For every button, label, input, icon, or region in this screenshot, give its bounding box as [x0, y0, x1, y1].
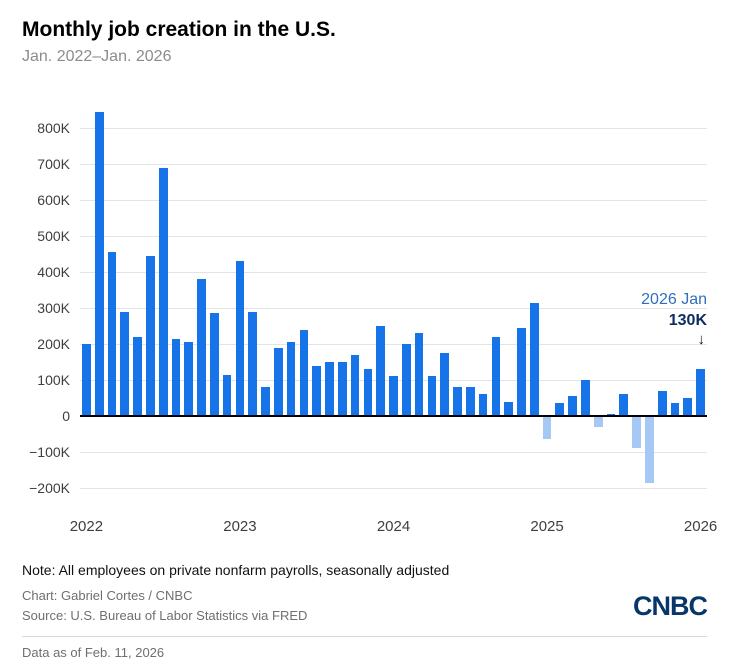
y-tick-label: 500K: [37, 228, 70, 244]
y-tick-label: 300K: [37, 300, 70, 316]
bar-jul-2025: [619, 394, 629, 416]
bar-jan-2023: [235, 261, 245, 416]
bar-apr-2023: [273, 347, 283, 416]
y-tick-label: 600K: [37, 192, 70, 208]
credits: Chart: Gabriel Cortes / CNBC Source: U.S…: [22, 586, 307, 626]
bar-jun-2024: [453, 387, 462, 416]
bar-mar-2023: [261, 387, 270, 416]
note-text: Note: All employees on private nonfarm p…: [22, 562, 450, 578]
bar-oct-2022: [197, 279, 206, 416]
source-credit: Source: U.S. Bureau of Labor Statistics …: [22, 608, 308, 623]
x-tick-label: 2022: [69, 518, 104, 535]
bar-feb-2025: [555, 403, 565, 416]
bar-aug-2022: [171, 338, 181, 416]
y-axis-labels: 800K 700K 600K 500K 400K 300K 200K 100K 0 −100K −2…: [22, 92, 70, 506]
gridline: [80, 200, 707, 201]
y-tick-label: 700K: [37, 156, 70, 172]
bar-oct-2025: [657, 390, 667, 416]
bar-feb-2023: [248, 311, 258, 416]
bar-feb-2022: [94, 111, 104, 416]
bar-dec-2022: [222, 374, 232, 416]
chart-subtitle: Jan. 2022–Jan. 2026: [22, 48, 172, 65]
bar-oct-2023: [350, 354, 360, 416]
annotation-value: 130K: [668, 312, 707, 330]
bar-sep-2022: [184, 342, 194, 416]
footer-divider: [22, 636, 707, 637]
bar-jan-2022: [82, 344, 91, 416]
gridline: [80, 452, 707, 453]
y-tick-label: 400K: [37, 264, 70, 280]
chart-credit: Chart: Gabriel Cortes / CNBC: [22, 588, 193, 603]
gridline: [80, 236, 707, 237]
bar-sep-2024: [491, 336, 501, 416]
x-tick-label: 2026: [683, 518, 718, 535]
bar-aug-2024: [478, 394, 488, 416]
cnbc-logo: CNBC: [633, 590, 708, 621]
bar-apr-2024: [427, 376, 437, 416]
gridline: [80, 128, 707, 129]
y-tick-label: 100K: [37, 372, 70, 388]
bar-aug-2023: [325, 362, 334, 416]
bar-nov-2022: [210, 313, 219, 416]
x-tick-label: 2025: [530, 518, 564, 535]
page-title: Monthly job creation in the U.S.: [22, 18, 336, 41]
bar-may-2022: [133, 336, 142, 416]
bar-jul-2023: [312, 365, 322, 416]
y-tick-label: −100K: [29, 444, 70, 460]
y-tick-label: 800K: [37, 120, 70, 136]
gridline: [80, 488, 707, 489]
bar-aug-2025: [632, 416, 641, 449]
bar-nov-2024: [517, 327, 526, 416]
bar-jun-2023: [299, 329, 309, 416]
bar-jul-2024: [465, 387, 475, 416]
bar-jun-2022: [146, 255, 155, 416]
bar-sep-2025: [645, 416, 654, 483]
bar-sep-2023: [337, 362, 347, 416]
bar-apr-2022: [120, 311, 130, 416]
x-tick-label: 2024: [376, 518, 411, 535]
bar-may-2024: [440, 353, 450, 416]
bar-dec-2024: [529, 302, 539, 416]
plot-area: 2026 Jan 130K ↓ 2022 2023 2024 2025 2026: [70, 92, 717, 535]
gridline: [80, 344, 707, 345]
zero-baseline: [80, 415, 707, 417]
bar-oct-2024: [504, 401, 513, 416]
footer-row: Chart: Gabriel Cortes / CNBC Source: U.S…: [22, 586, 708, 626]
bar-apr-2025: [581, 380, 590, 416]
bar-jan-2026: [696, 369, 705, 416]
bar-nov-2023: [363, 369, 373, 416]
bar-jul-2022: [158, 167, 168, 416]
bar-chart: 800K 700K 600K 500K 400K 300K 200K 100K 0 −100K −2…: [22, 92, 717, 544]
bar-nov-2025: [670, 403, 680, 416]
x-tick-label: 2023: [223, 518, 257, 535]
bar-mar-2025: [568, 396, 577, 416]
bar-dec-2023: [376, 326, 386, 416]
gridline: [80, 164, 707, 165]
last-point-annotation: 2026 Jan 130K ↓: [641, 289, 707, 349]
y-tick-label: 200K: [37, 336, 70, 352]
gridline: [80, 272, 707, 273]
gridline: [80, 308, 707, 309]
bar-may-2025: [593, 416, 603, 427]
bar-jan-2025: [542, 416, 552, 440]
y-tick-label: 0: [62, 408, 70, 424]
y-tick-label: −200K: [29, 480, 70, 496]
annotation-label: 2026 Jan: [641, 291, 707, 309]
bar-mar-2024: [414, 333, 424, 416]
data-as-of-text: Data as of Feb. 11, 2026: [22, 645, 165, 660]
bar-dec-2025: [683, 398, 693, 416]
bar-mar-2022: [107, 252, 117, 416]
bar-feb-2024: [401, 344, 411, 416]
bar-may-2023: [286, 342, 296, 416]
down-arrow-icon: ↓: [697, 331, 706, 349]
bar-jan-2024: [389, 376, 398, 416]
